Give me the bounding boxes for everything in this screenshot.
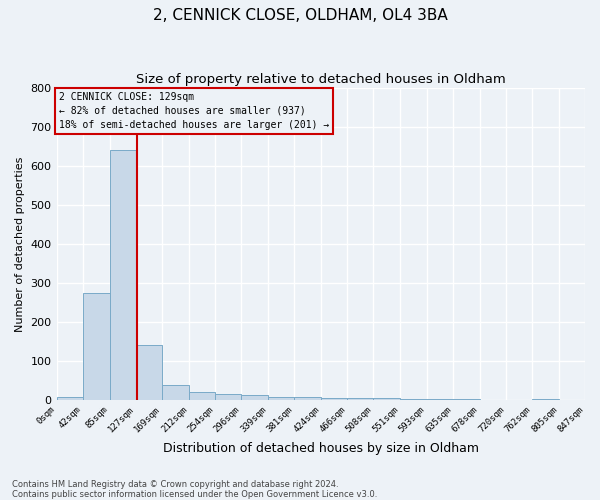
Title: Size of property relative to detached houses in Oldham: Size of property relative to detached ho…	[136, 72, 506, 86]
X-axis label: Distribution of detached houses by size in Oldham: Distribution of detached houses by size …	[163, 442, 479, 455]
Bar	[294, 396, 321, 400]
Bar	[56, 396, 83, 400]
Bar	[215, 394, 241, 400]
Bar	[83, 292, 110, 400]
Bar	[136, 345, 162, 400]
Bar	[162, 385, 189, 400]
Text: 2, CENNICK CLOSE, OLDHAM, OL4 3BA: 2, CENNICK CLOSE, OLDHAM, OL4 3BA	[152, 8, 448, 22]
Y-axis label: Number of detached properties: Number of detached properties	[15, 156, 25, 332]
Bar	[189, 392, 215, 400]
Bar	[400, 399, 427, 400]
Bar	[321, 398, 347, 400]
Bar	[110, 150, 136, 400]
Bar	[373, 398, 400, 400]
Bar	[427, 399, 453, 400]
Bar	[268, 396, 294, 400]
Bar	[241, 395, 268, 400]
Text: Contains HM Land Registry data © Crown copyright and database right 2024.
Contai: Contains HM Land Registry data © Crown c…	[12, 480, 377, 499]
Bar	[347, 398, 373, 400]
Text: 2 CENNICK CLOSE: 129sqm
← 82% of detached houses are smaller (937)
18% of semi-d: 2 CENNICK CLOSE: 129sqm ← 82% of detache…	[59, 92, 329, 130]
